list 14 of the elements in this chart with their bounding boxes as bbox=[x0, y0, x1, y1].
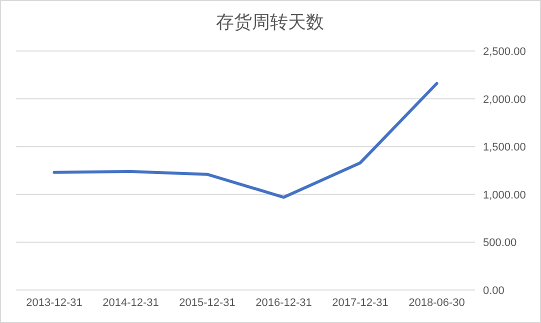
x-tick-label: 2017-12-31 bbox=[332, 297, 388, 309]
x-tick-label: 2018-06-30 bbox=[408, 297, 465, 309]
y-tick-label: 500.00 bbox=[483, 237, 517, 250]
y-tick-label: 1,000.00 bbox=[483, 189, 526, 202]
x-tick-label: 2015-12-31 bbox=[179, 297, 236, 309]
y-tick-label: 2,500.00 bbox=[483, 46, 526, 58]
y-tick-label: 0.00 bbox=[483, 285, 504, 297]
x-tick-label: 2013-12-31 bbox=[26, 297, 82, 309]
chart-title: 存货周转天数 bbox=[216, 12, 324, 32]
x-tick-label: 2014-12-31 bbox=[102, 297, 159, 309]
line-series bbox=[52, 82, 438, 199]
x-tick-label: 2016-12-31 bbox=[256, 297, 312, 309]
y-tick-label: 1,500.00 bbox=[483, 142, 526, 154]
y-tick-label: 2,000.00 bbox=[483, 94, 526, 106]
